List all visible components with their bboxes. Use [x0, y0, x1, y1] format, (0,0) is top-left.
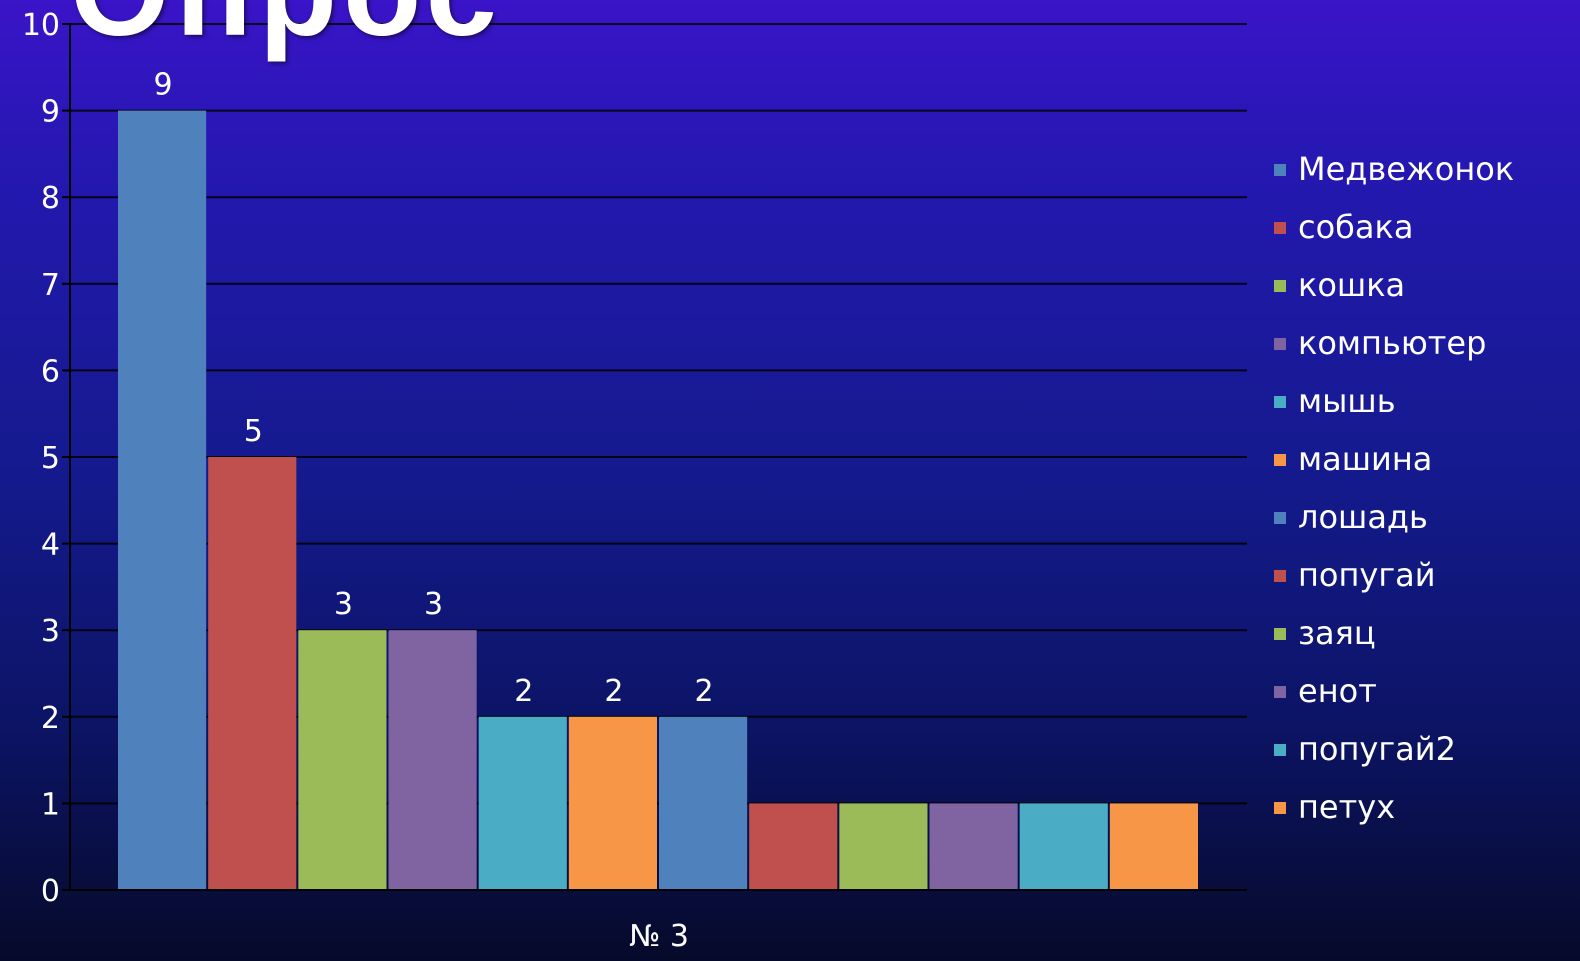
legend-label: кошка: [1298, 266, 1405, 304]
bar: [298, 630, 387, 890]
legend-swatch: [1274, 280, 1286, 292]
data-label: 3: [424, 587, 443, 622]
y-tick-label: 4: [41, 528, 60, 563]
y-tick-label: 10: [22, 8, 60, 43]
data-label: 2: [604, 674, 623, 709]
legend-label: петух: [1298, 788, 1395, 826]
bar: [659, 716, 748, 890]
legend: Медвежонок собака кошка компьютер мышь машина…: [1274, 150, 1514, 826]
legend-label: собака: [1298, 208, 1413, 246]
data-label: 3: [334, 587, 353, 622]
data-label: 2: [695, 674, 714, 709]
data-labels: 9 5 3 3 2 2 2: [154, 68, 714, 709]
legend-label: лошадь: [1298, 498, 1428, 536]
legend-swatch: [1274, 744, 1286, 756]
axes: [69, 24, 1247, 891]
legend-swatch: [1274, 338, 1286, 350]
x-category-label: № 3: [629, 919, 689, 954]
legend-swatch: [1274, 512, 1286, 524]
data-label: 2: [514, 674, 533, 709]
y-tick-label: 3: [41, 614, 60, 649]
y-tick-label: 0: [41, 874, 60, 909]
bar: [478, 716, 567, 890]
legend-label: попугай2: [1298, 730, 1456, 768]
legend-label: енот: [1298, 672, 1377, 710]
bar: [118, 110, 207, 891]
y-tick-label: 6: [41, 354, 60, 389]
legend-label: мышь: [1298, 382, 1396, 420]
data-label: 9: [154, 68, 173, 103]
bar: [1019, 803, 1108, 890]
legend-swatch: [1274, 454, 1286, 466]
y-tick-label: 2: [41, 701, 60, 736]
bar: [208, 457, 297, 890]
bars: [118, 110, 1198, 891]
legend-swatch: [1274, 628, 1286, 640]
legend-label: заяц: [1298, 614, 1376, 652]
bar: [929, 803, 1018, 890]
legend-swatch: [1274, 164, 1286, 176]
y-tick-label: 8: [41, 181, 60, 216]
legend-swatch: [1274, 396, 1286, 408]
legend-label: компьютер: [1298, 324, 1486, 362]
legend-swatch: [1274, 686, 1286, 698]
bar: [749, 803, 838, 890]
data-label: 5: [244, 414, 263, 449]
bar: [1109, 803, 1198, 890]
legend-label: Медвежонок: [1298, 150, 1514, 188]
legend-swatch: [1274, 222, 1286, 234]
chart-title: Опрос: [70, 0, 503, 56]
bar: [388, 630, 477, 890]
legend-label: машина: [1298, 440, 1432, 478]
y-axis-ticks: 0 1 2 3 4 5 6 7 8 9 10: [22, 8, 70, 909]
bar: [568, 716, 657, 890]
legend-swatch: [1274, 802, 1286, 814]
y-tick-label: 7: [41, 268, 60, 303]
bar: [839, 803, 928, 890]
y-tick-label: 1: [41, 787, 60, 822]
legend-swatch: [1274, 570, 1286, 582]
y-tick-label: 9: [41, 95, 60, 130]
legend-label: попугай: [1298, 556, 1436, 594]
y-tick-label: 5: [41, 441, 60, 476]
